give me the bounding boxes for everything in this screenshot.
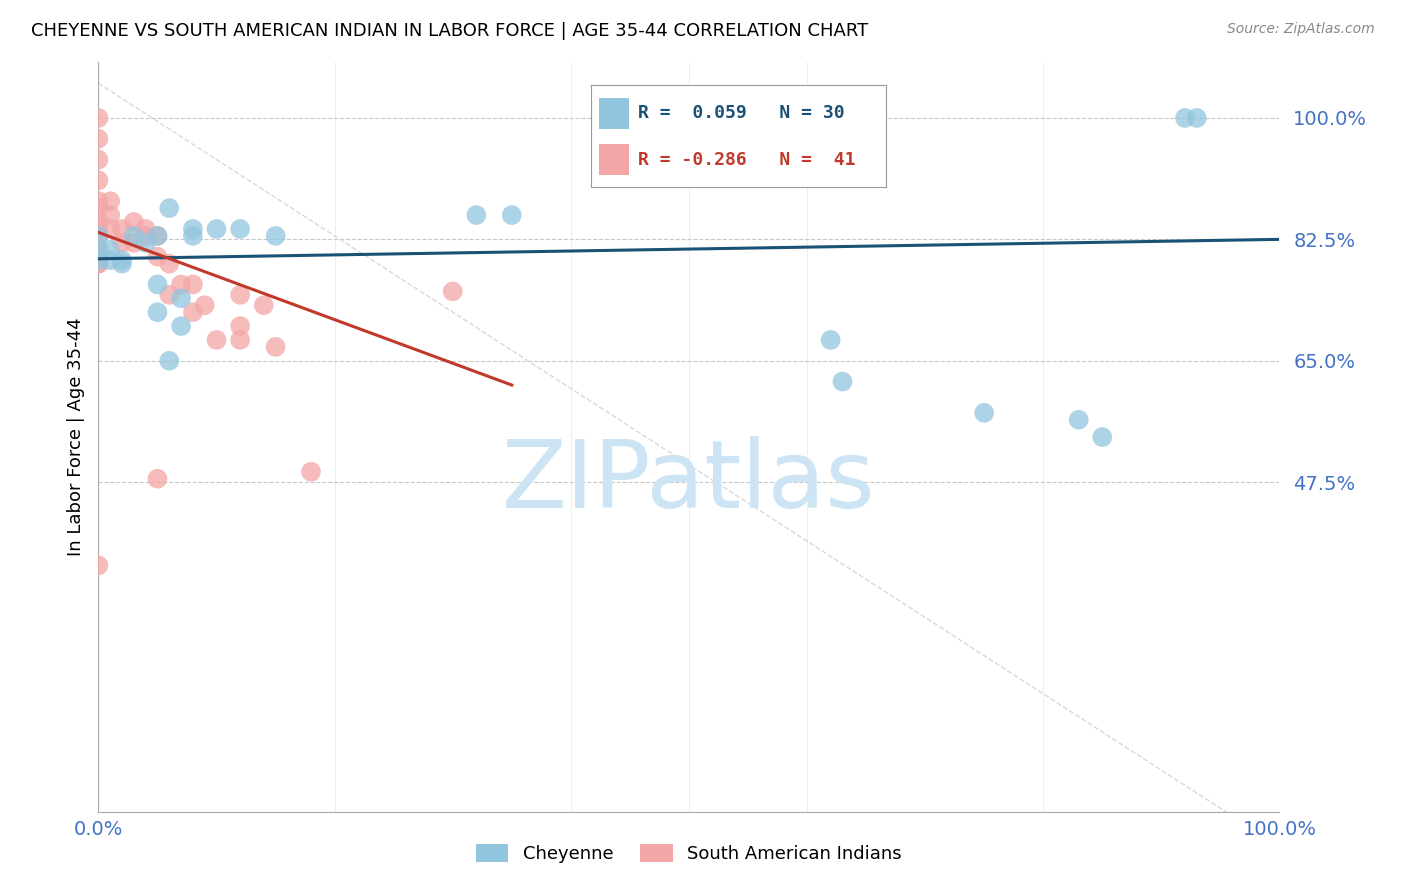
Point [87,253,110,268]
Text: ZIPatlas: ZIPatlas [502,436,876,528]
Point [87,257,110,271]
Point [98,253,121,268]
Point [111,257,134,271]
Point [135,228,157,243]
Point [194,298,217,312]
Point [135,222,157,236]
Point [135,235,157,250]
Point [87,558,110,573]
Point [98,194,121,209]
Point [87,132,110,146]
Text: R = -0.286   N =  41: R = -0.286 N = 41 [638,151,855,169]
Point [157,288,180,302]
Point [205,333,228,347]
Point [973,406,995,420]
Text: Source: ZipAtlas.com: Source: ZipAtlas.com [1227,22,1375,37]
Point [87,243,110,257]
Point [157,353,180,368]
Point [146,305,169,319]
Point [181,277,204,292]
Point [111,235,134,250]
Point [264,340,287,354]
Text: R =  0.059   N = 30: R = 0.059 N = 30 [638,104,845,122]
Legend: Cheyenne, South American Indians: Cheyenne, South American Indians [468,837,910,870]
Point [441,285,464,299]
Point [87,228,110,243]
Point [146,250,169,264]
Point [299,465,322,479]
Point [87,243,110,257]
Point [229,319,252,334]
Y-axis label: In Labor Force | Age 35-44: In Labor Force | Age 35-44 [66,318,84,557]
Point [146,472,169,486]
Point [87,215,110,229]
Point [1091,430,1114,444]
Point [87,194,110,209]
Point [229,288,252,302]
Point [181,305,204,319]
Point [181,222,204,236]
Point [87,222,110,236]
Point [1185,111,1208,125]
Point [146,277,169,292]
Bar [599,145,628,175]
Point [122,228,145,243]
Point [157,201,180,215]
Bar [599,98,628,128]
Point [253,298,276,312]
Point [170,291,193,305]
Point [122,215,145,229]
Point [229,333,252,347]
Point [87,250,110,264]
Point [122,235,145,250]
Point [264,228,287,243]
Point [1174,111,1197,125]
Point [501,208,523,222]
Point [465,208,488,222]
Point [98,222,121,236]
Point [831,375,853,389]
Point [98,243,121,257]
Point [87,228,110,243]
Point [157,257,180,271]
Point [87,257,110,271]
Point [87,201,110,215]
Point [87,153,110,167]
Point [181,228,204,243]
Text: CHEYENNE VS SOUTH AMERICAN INDIAN IN LABOR FORCE | AGE 35-44 CORRELATION CHART: CHEYENNE VS SOUTH AMERICAN INDIAN IN LAB… [31,22,868,40]
Point [87,250,110,264]
Point [229,222,252,236]
Point [87,111,110,125]
Point [205,222,228,236]
Point [87,173,110,187]
Point [146,228,169,243]
Point [170,319,193,334]
Point [1067,413,1090,427]
Point [170,277,193,292]
Point [98,208,121,222]
Point [111,253,134,268]
Point [146,228,169,243]
Point [111,222,134,236]
Point [820,333,842,347]
